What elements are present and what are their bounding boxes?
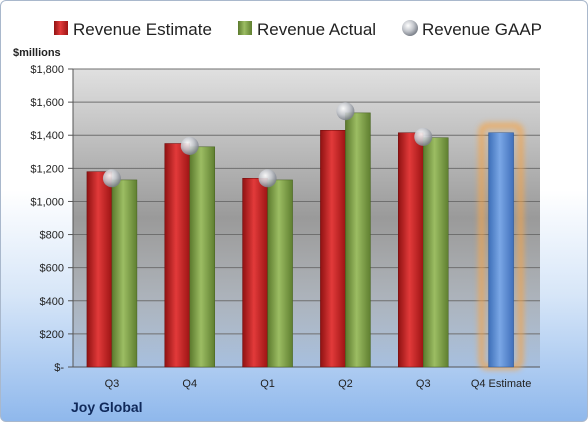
legend-swatch-gaap: [402, 20, 418, 36]
plot-background: [73, 69, 540, 367]
bar-revenue-estimate: [242, 178, 268, 368]
marker-revenue-gaap: [180, 136, 199, 155]
y-tick-label: $200: [40, 329, 64, 341]
x-tick-label: Q2: [338, 378, 353, 390]
company-name: Joy Global: [71, 399, 143, 415]
bar-revenue-estimate: [164, 143, 190, 368]
y-tick-label: $400: [40, 296, 64, 308]
bar-revenue-actual: [267, 179, 293, 368]
bar-revenue-actual: [189, 146, 215, 368]
y-tick-label: $800: [40, 230, 64, 242]
x-tick-label: Q4 Estimate: [471, 378, 532, 390]
plot-area: $- $200 $400 $600 $800 $1,000 $1,200 $1,400 $1,6…: [30, 64, 540, 390]
bar-revenue-actual: [423, 137, 449, 368]
x-tick-label: Q4: [182, 378, 197, 390]
bar-revenue-estimate: [320, 130, 346, 368]
y-tick-label: $1,600: [30, 97, 64, 109]
bar-estimate-next: [488, 132, 514, 368]
bar-revenue-estimate: [398, 132, 424, 368]
legend: Revenue Estimate Revenue Actual Revenue …: [54, 20, 542, 39]
y-tick-label: $1,400: [30, 130, 64, 142]
y-tick-label: $1,800: [30, 64, 64, 76]
marker-revenue-gaap: [258, 169, 277, 188]
y-tick-label: $1,200: [30, 163, 64, 175]
y-tick-label: $-: [54, 362, 64, 374]
legend-swatch-actual: [238, 21, 252, 35]
marker-revenue-gaap: [414, 127, 433, 146]
y-axis-label: $millions: [13, 47, 61, 59]
bar-revenue-actual: [345, 112, 371, 368]
legend-label-estimate: Revenue Estimate: [73, 20, 212, 39]
legend-swatch-estimate: [54, 21, 68, 35]
marker-revenue-gaap: [102, 169, 121, 188]
bar-revenue-actual: [111, 179, 138, 368]
x-tick-label: Q1: [260, 378, 275, 390]
marker-revenue-gaap: [336, 102, 355, 121]
y-tick-label: $600: [40, 263, 64, 275]
x-tick-label: Q3: [416, 378, 431, 390]
x-tick-label: Q3: [105, 378, 120, 390]
y-tick-label: $1,000: [30, 196, 64, 208]
legend-label-gaap: Revenue GAAP: [422, 20, 542, 39]
legend-label-actual: Revenue Actual: [257, 20, 376, 39]
bar-revenue-estimate: [86, 171, 113, 368]
